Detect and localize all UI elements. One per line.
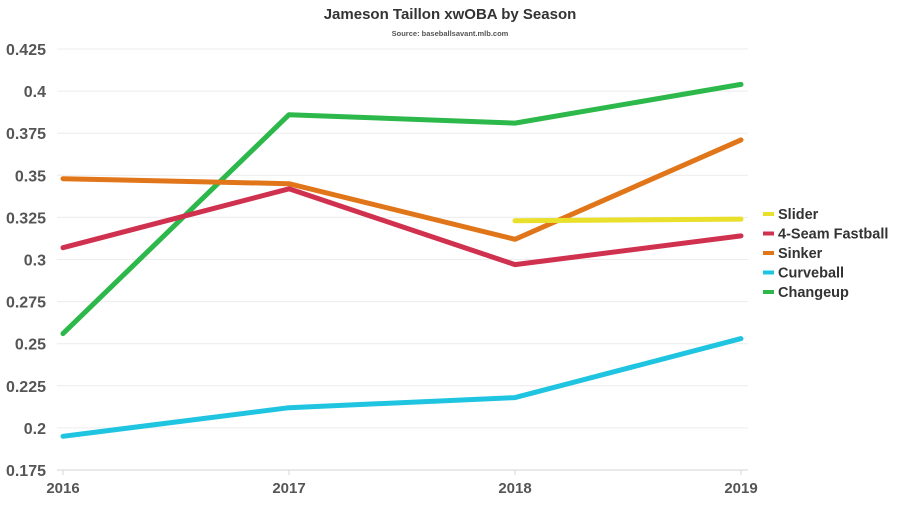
legend-swatch <box>763 251 774 255</box>
data-point <box>739 336 744 341</box>
data-point <box>739 233 744 238</box>
data-point <box>287 112 292 117</box>
x-tick-label: 2018 <box>498 480 531 497</box>
data-point <box>287 181 292 186</box>
data-point <box>61 331 66 336</box>
legend-swatch <box>763 290 774 294</box>
legend-item-changeup[interactable]: Changeup <box>763 285 849 301</box>
data-point <box>513 395 518 400</box>
grid-lines <box>57 48 748 471</box>
data-point <box>739 137 744 142</box>
legend-item-slider[interactable]: Slider <box>763 207 819 223</box>
legend-item-sinker[interactable]: Sinker <box>763 246 823 262</box>
y-tick-label: 0.35 <box>15 168 46 185</box>
x-tick-label: 2019 <box>724 480 757 497</box>
y-tick-label: 0.25 <box>15 337 46 354</box>
y-tick-label: 0.2 <box>24 421 46 438</box>
legend-label: 4-Seam Fastball <box>778 227 888 243</box>
y-tick-label: 0.425 <box>6 42 46 59</box>
legend-swatch <box>763 231 774 236</box>
data-point <box>287 405 292 410</box>
y-tick-label: 0.4 <box>24 84 46 101</box>
data-point <box>287 186 292 191</box>
data-point <box>513 262 518 267</box>
y-tick-label: 0.275 <box>6 295 46 312</box>
legend-item-4-seam-fastball[interactable]: 4-Seam Fastball <box>763 227 888 243</box>
series-lines <box>60 81 744 439</box>
data-point <box>513 218 518 223</box>
y-tick-label: 0.175 <box>6 463 46 480</box>
y-tick-label: 0.375 <box>6 126 46 143</box>
data-point <box>513 121 518 126</box>
series-line-slider <box>512 216 744 224</box>
x-tick-label: 2016 <box>46 480 79 497</box>
x-axis: 2016 2017 2018 2019 <box>46 470 758 497</box>
legend-label: Sinker <box>778 246 823 262</box>
data-point <box>61 245 66 250</box>
data-point <box>513 237 518 242</box>
chart-subtitle: Source: baseballsavant.mlb.com <box>391 29 509 38</box>
y-tick-label: 0.3 <box>24 253 46 270</box>
x-tick-label: 2017 <box>272 480 305 497</box>
legend-label: Curveball <box>778 266 844 282</box>
legend-swatch <box>763 270 774 275</box>
series-line-4-seam-fastball <box>60 186 744 268</box>
legend-label: Slider <box>778 207 819 223</box>
data-point <box>739 82 744 87</box>
data-point <box>61 434 66 439</box>
legend-item-curveball[interactable]: Curveball <box>763 266 844 282</box>
y-tick-label: 0.325 <box>6 210 46 227</box>
chart-title: Jameson Taillon xwOBA by Season <box>323 6 577 23</box>
legend-swatch <box>763 212 774 216</box>
data-point <box>739 217 744 222</box>
data-point <box>61 176 66 181</box>
y-tick-label: 0.225 <box>6 379 46 396</box>
series-line-sinker <box>60 137 744 242</box>
y-axis: 0.425 0.4 0.375 0.35 0.325 0.3 0.275 0.25 0.225 0… <box>6 42 46 480</box>
legend: Slider 4-Seam Fastball Sinker Curveball Chan… <box>763 207 888 301</box>
series-line-changeup <box>60 81 744 337</box>
series-line-curveball <box>60 336 744 439</box>
legend-label: Changeup <box>778 285 849 301</box>
